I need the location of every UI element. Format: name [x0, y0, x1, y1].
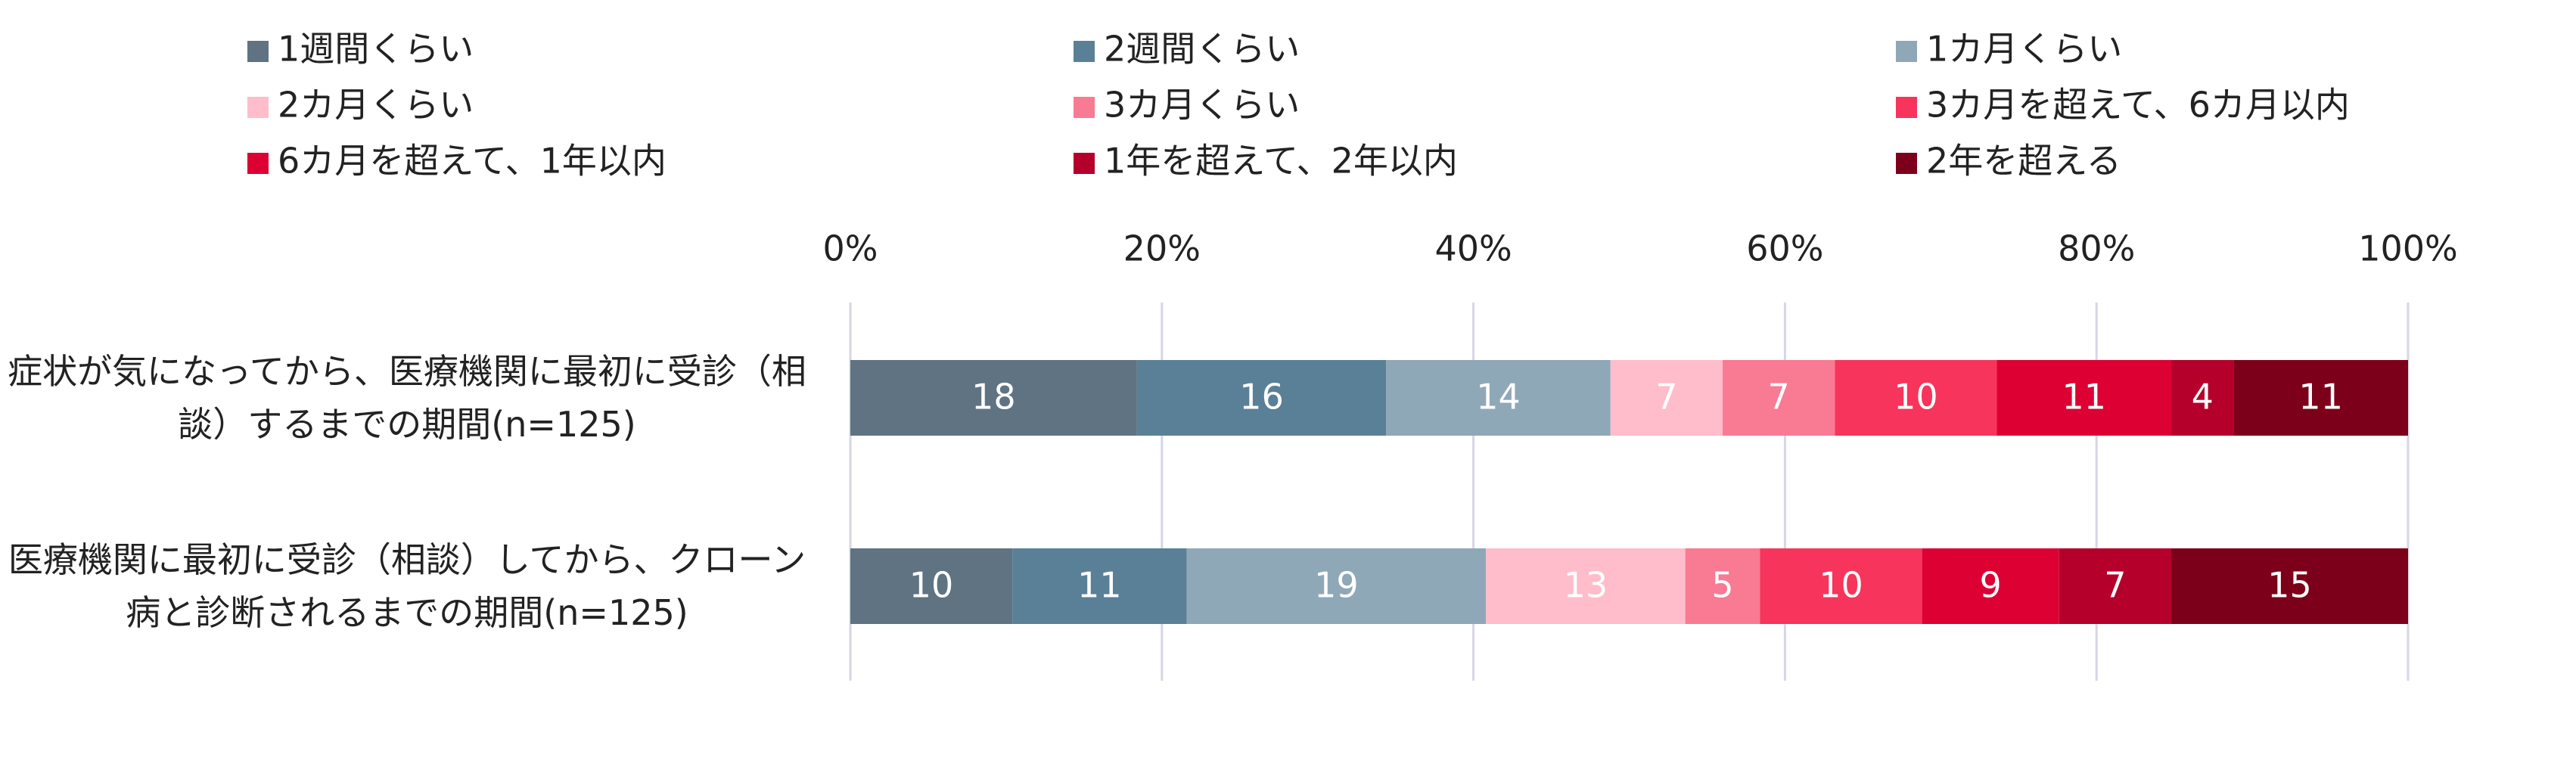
data-label: 9 [1980, 565, 2002, 606]
data-label: 10 [909, 565, 954, 606]
x-tick-label: 80% [2058, 228, 2135, 269]
bar-segment [1835, 360, 1997, 436]
bar-segment [1136, 360, 1387, 436]
bar-segment [1723, 360, 1835, 436]
data-label: 7 [1768, 377, 1790, 418]
bar-segment [1012, 548, 1187, 624]
bar-segment [1186, 548, 1487, 624]
legend-swatch [1074, 97, 1095, 118]
x-tick-label: 100% [2358, 228, 2458, 269]
data-label: 11 [2062, 377, 2106, 418]
data-label: 18 [971, 377, 1016, 418]
x-tick-label: 60% [1746, 228, 1823, 269]
bar-segment [1486, 548, 1686, 624]
legend-swatch [1074, 153, 1095, 174]
legend-swatch [1896, 153, 1917, 174]
legend-swatch [247, 97, 269, 118]
bar-segment [1386, 360, 1611, 436]
category-label: 医療機関に最初に受診（相談）してから、クローン病と診断されるまでの期間(n=12… [8, 539, 806, 633]
bar-segment [2233, 360, 2408, 436]
data-label: 7 [2104, 565, 2126, 606]
data-label: 10 [1894, 377, 1938, 418]
legend-swatch [1074, 41, 1095, 62]
legend-label: 1週間くらい [278, 29, 474, 70]
data-label: 13 [1564, 565, 1608, 606]
bar-segment [2171, 548, 2408, 624]
bar-segment [1685, 548, 1760, 624]
legend-swatch [247, 153, 269, 174]
x-tick-label: 20% [1123, 228, 1201, 269]
legend-label: 1年を超えて、2年以内 [1104, 141, 1458, 182]
data-label: 5 [1711, 565, 1733, 606]
category-label: 症状が気になってから、医療機関に最初に受診（相談）するまでの期間(n=125) [8, 351, 806, 445]
bar-segment [2059, 548, 2172, 624]
x-tick-label: 0% [823, 228, 878, 269]
bar-segment [1760, 548, 1922, 624]
data-label: 4 [2192, 377, 2214, 418]
data-label: 11 [1077, 565, 1122, 606]
data-label: 10 [1819, 565, 1863, 606]
legend-label: 3カ月くらい [1104, 85, 1300, 126]
data-label: 15 [2267, 565, 2312, 606]
bar-segment [1922, 548, 2059, 624]
legend-label: 2年を超える [1926, 141, 2121, 182]
legend-swatch [247, 41, 269, 62]
bar-segment [1996, 360, 2172, 436]
bar-segment [2171, 360, 2234, 436]
bar-segment [1610, 360, 1723, 436]
data-label: 11 [2298, 377, 2343, 418]
legend-swatch [1896, 97, 1917, 118]
bar-segment [850, 360, 1137, 436]
data-label: 16 [1239, 377, 1284, 418]
legend-label: 1カ月くらい [1926, 29, 2122, 70]
legend-label: 6カ月を超えて、1年以内 [278, 141, 667, 182]
data-label: 19 [1314, 565, 1359, 606]
bar-segment [850, 548, 1013, 624]
legend-swatch [1896, 41, 1917, 62]
legend-label: 3カ月を超えて、6カ月以内 [1926, 85, 2350, 126]
x-tick-label: 40% [1434, 228, 1512, 269]
legend-label: 2カ月くらい [278, 85, 474, 126]
data-label: 7 [1655, 377, 1677, 418]
legend-label: 2週間くらい [1104, 29, 1300, 70]
data-label: 14 [1476, 377, 1521, 418]
